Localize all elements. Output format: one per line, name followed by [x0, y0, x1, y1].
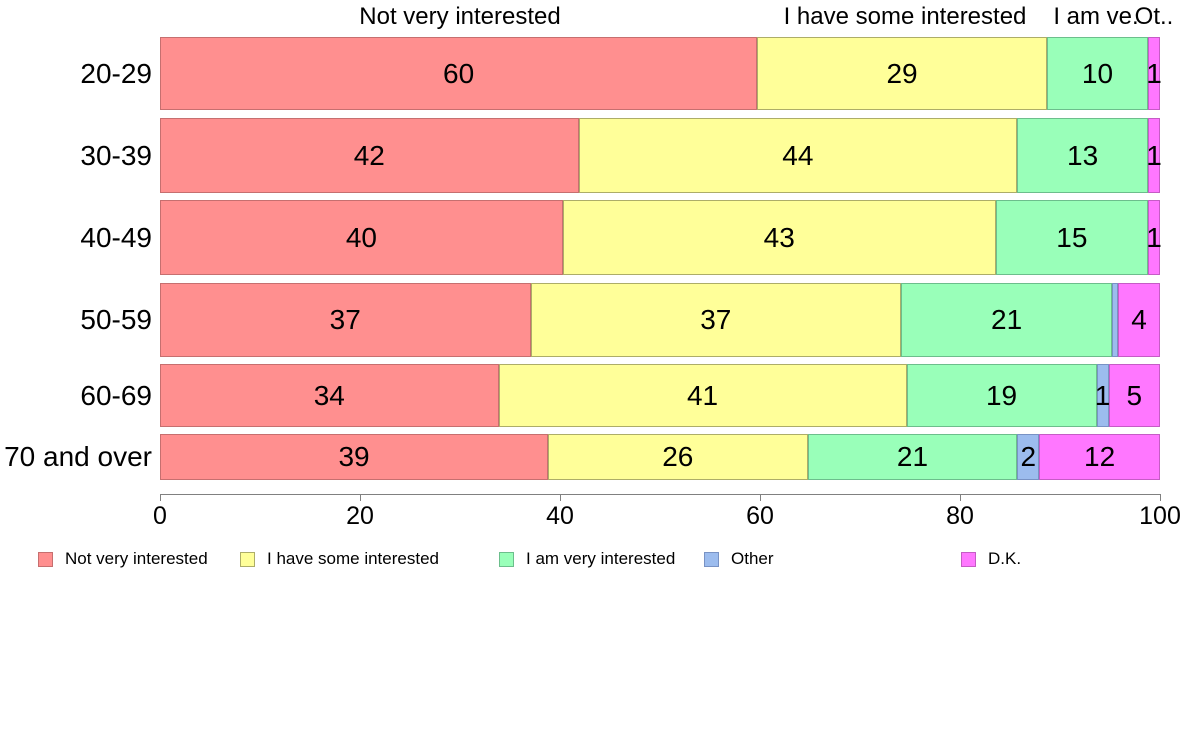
- legend-item: D.K.: [961, 546, 1021, 572]
- bar-segment: 15: [995, 200, 1148, 275]
- bar-segment: 37: [160, 283, 531, 357]
- bar-segment: 1: [1146, 200, 1162, 275]
- bar-segment: 1: [1146, 118, 1162, 193]
- x-axis-tick-label: 20: [346, 502, 374, 530]
- legend-label: Other: [731, 549, 774, 568]
- x-axis-tick: [360, 495, 361, 501]
- x-axis-tick-label: 60: [746, 502, 774, 530]
- bar-row: 60 29 10 1: [160, 37, 1162, 110]
- bar-segment: 34: [160, 364, 499, 427]
- bar-segment: 21: [901, 283, 1113, 357]
- bar-value-label: 21: [991, 304, 1023, 335]
- x-axis-line: [160, 494, 1161, 495]
- bar-row: 42 44 13 1: [160, 118, 1162, 193]
- bar-segment: 21: [807, 434, 1018, 480]
- bar-segment: 43: [562, 200, 996, 275]
- bar-value-label: 1: [1146, 57, 1162, 89]
- bar-value-label: 43: [763, 221, 795, 253]
- x-axis-tick-label: 100: [1139, 502, 1181, 530]
- bar-value-label: 44: [782, 139, 814, 171]
- bar-value-label: 34: [313, 379, 345, 411]
- legend-swatch: [704, 551, 719, 567]
- category-label: 70 and over: [4, 441, 152, 472]
- category-label: 60-69: [80, 380, 152, 411]
- legend-swatch: [38, 551, 53, 567]
- bar-value-label: 4: [1131, 304, 1147, 335]
- bar-value-label: 5: [1126, 379, 1143, 411]
- bar-segment: [1112, 283, 1119, 357]
- legend-item: Not very interested: [38, 546, 208, 572]
- bar-segment: 1: [1094, 364, 1111, 427]
- bar-value-label: 29: [886, 57, 918, 89]
- bar-segment: 5: [1108, 364, 1160, 427]
- bar-value-label: 40: [345, 221, 377, 253]
- x-axis-tick: [1160, 495, 1161, 501]
- bar-segment: 12: [1039, 434, 1160, 480]
- bar-segment: 60: [160, 37, 758, 110]
- legend-swatch: [961, 551, 976, 567]
- bar-value-label: 10: [1081, 57, 1114, 89]
- x-axis-tick-label: 0: [153, 502, 167, 530]
- series-header-label: Ot..: [1134, 3, 1174, 30]
- bar-row: 34 41 19 1 5: [160, 364, 1160, 427]
- bar-row: 37 37 21 4: [160, 283, 1161, 357]
- bar-value-label: 1: [1146, 221, 1162, 253]
- bar-value-label: 21: [896, 441, 929, 472]
- bar-value-label: 37: [329, 304, 361, 335]
- bar-segment: 26: [548, 434, 808, 480]
- bar-segment: 44: [578, 118, 1018, 193]
- category-label: 20-29: [80, 58, 152, 89]
- legend-swatch: [240, 551, 255, 567]
- x-axis-tick-label: 80: [946, 502, 974, 530]
- x-axis-tick: [560, 495, 561, 501]
- bar-segment: 19: [906, 364, 1097, 427]
- bar-value-label: 39: [338, 441, 370, 472]
- bar-value-label: 1: [1094, 379, 1111, 411]
- bar-segment: 2: [1017, 434, 1040, 480]
- bar-value-label: 42: [353, 139, 385, 171]
- bar-segment: 4: [1118, 283, 1161, 357]
- bar-segment: 42: [160, 118, 579, 193]
- series-header-label: I am ve.: [1053, 3, 1139, 30]
- legend-label: D.K.: [988, 549, 1022, 568]
- x-axis-tick-label: 40: [546, 502, 574, 530]
- bar-segment: 41: [498, 364, 907, 427]
- legend-swatch: [499, 551, 514, 567]
- bar-segment: 1: [1146, 37, 1162, 110]
- bar-segment: 10: [1046, 37, 1149, 110]
- bar-value-label: 2: [1020, 441, 1037, 472]
- x-axis-tick: [960, 495, 961, 501]
- bar-segment: 37: [530, 283, 902, 357]
- bar-value-label: 37: [700, 304, 732, 335]
- legend-label: Not very interested: [65, 549, 208, 568]
- x-axis-tick: [160, 495, 161, 501]
- bar-segment: 13: [1017, 118, 1149, 193]
- legend-item: I am very interested: [499, 546, 675, 572]
- bar-value-label: 60: [443, 57, 475, 89]
- bar-segment: 29: [757, 37, 1047, 110]
- bar-value-label: 12: [1084, 441, 1116, 472]
- bar-value-label: 19: [985, 379, 1018, 411]
- x-axis-tick: [760, 495, 761, 501]
- bar-row: 40 43 15 1: [160, 200, 1162, 275]
- legend-item: I have some interested: [240, 546, 439, 572]
- category-label: 40-49: [80, 222, 152, 253]
- series-header-label: Not very interested: [359, 3, 561, 30]
- bar-value-label: 13: [1067, 139, 1099, 171]
- legend-label: I have some interested: [267, 549, 439, 568]
- legend-label: I am very interested: [526, 549, 676, 568]
- category-label: 30-39: [80, 140, 152, 171]
- bar-value-label: 15: [1056, 221, 1088, 253]
- bar-value-label: 41: [686, 379, 719, 411]
- bar-segment: 39: [160, 434, 549, 480]
- legend-item: Other: [704, 546, 774, 572]
- bar-value-label: 26: [662, 441, 694, 472]
- bar-segment: 40: [160, 200, 563, 275]
- series-header-label: I have some interested: [783, 3, 1027, 30]
- category-label: 50-59: [80, 304, 152, 335]
- bar-row: 39 26 21 2 12: [160, 434, 1160, 480]
- bar-value-label: 1: [1146, 139, 1162, 171]
